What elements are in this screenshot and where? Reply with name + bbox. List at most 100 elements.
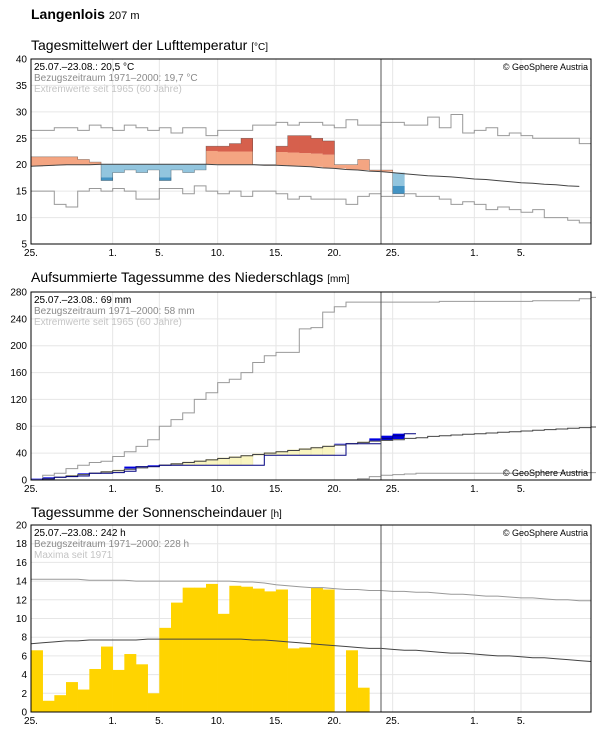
- precipitation-anomaly-wet-bar: [369, 438, 382, 441]
- sunshine-copyright: © GeoSphere Austria: [503, 528, 588, 538]
- precipitation-x-tick-label: 25.: [386, 484, 400, 495]
- sunshine-y-tick-label: 8: [21, 633, 27, 644]
- temperature-info-period: 25.07.–23.08.: 20,5 °C: [34, 62, 134, 73]
- sunshine-y-tick-label: 12: [16, 595, 28, 606]
- sunshine-x-tick-label: 1.: [108, 716, 116, 727]
- temperature-unit: [°C]: [251, 42, 268, 53]
- temperature-anomaly-hot-bar: [206, 146, 218, 151]
- precipitation-title: Aufsummierte Tagessumme des Niederschlag…: [31, 269, 349, 285]
- temperature-anomaly-hot-bar: [229, 143, 242, 152]
- sunshine-daily-bar: [101, 646, 113, 712]
- sunshine-info-extremes: Maxima seit 1971: [34, 550, 113, 561]
- temperature-anomaly-hot-bar: [287, 135, 300, 153]
- temperature-x-tick-label: 10.: [211, 248, 225, 259]
- temperature-anomaly-cool-bar: [171, 164, 183, 170]
- sunshine-daily-bar: [311, 587, 323, 712]
- temperature-y-tick-label: 5: [21, 240, 27, 251]
- temperature-x-tick-label: 1.: [108, 248, 116, 259]
- temperature-anomaly-cool-bar: [101, 164, 113, 178]
- sunshine-daily-bar: [299, 647, 312, 712]
- sunshine-daily-bar: [171, 602, 183, 712]
- sunshine-y-tick-label: 20: [16, 521, 28, 532]
- sunshine-daily-bar: [252, 588, 265, 712]
- temperature-anomaly-cool-bar: [147, 164, 160, 170]
- temperature-anomaly-warm-bar: [89, 162, 102, 165]
- precipitation-y-tick-label: 80: [16, 422, 28, 433]
- temperature-anomaly-warm-bar: [369, 170, 382, 172]
- precipitation-x-tick-label: 1.: [108, 484, 116, 495]
- precipitation-title-text: Aufsummierte Tagessumme des Niederschlag…: [31, 269, 324, 285]
- sunshine-plot-frame: [30, 524, 592, 713]
- temperature-anomaly-warm-bar: [322, 154, 335, 168]
- temperature-info-extremes: Extremwerte seit 1965 (60 Jahre): [34, 84, 182, 95]
- precipitation-copyright: © GeoSphere Austria: [503, 468, 588, 478]
- temperature-plot-frame: [30, 58, 592, 245]
- temperature-anomaly-warm-bar: [31, 156, 43, 167]
- temperature-anomaly-cold-bar: [392, 185, 405, 194]
- sunshine-daily-bar: [54, 695, 67, 712]
- sunshine-daily-bar: [264, 591, 277, 712]
- sunshine-y-tick-label: 10: [16, 614, 28, 625]
- sunshine-daily-bar: [322, 589, 335, 712]
- sunshine-daily-bar: [147, 693, 160, 712]
- sunshine-x-tick-label: 20.: [327, 716, 341, 727]
- temperature-y-tick-label: 35: [16, 81, 28, 92]
- sunshine-daily-bar: [42, 700, 55, 712]
- temperature-anomaly-hot-bar: [311, 138, 323, 154]
- precipitation-anomaly-dry-bar: [229, 456, 242, 466]
- temperature-anomaly-cold-bar: [159, 177, 172, 181]
- precipitation-plot-frame: [30, 291, 592, 481]
- sunshine-daily-bar: [206, 583, 218, 712]
- temperature-anomaly-warm-bar: [357, 159, 370, 170]
- temperature-anomaly-warm-bar: [311, 153, 323, 167]
- temperature-y-tick-label: 30: [16, 107, 28, 118]
- temperature-y-tick-label: 25: [16, 134, 28, 145]
- sunshine-unit: [h]: [270, 509, 282, 520]
- precipitation-x-tick-label: 25.: [24, 484, 38, 495]
- precipitation-x-tick-label: 10.: [211, 484, 225, 495]
- precipitation-anomaly-wet-bar: [381, 435, 393, 441]
- sunshine-info-period: 25.07.–23.08.: 242 h: [34, 528, 126, 539]
- temperature-x-tick-label: 1.: [470, 248, 478, 259]
- sunshine-daily-bar: [194, 587, 207, 712]
- sunshine-daily-bar: [346, 650, 358, 712]
- precipitation-info-extremes: Extremwerte seit 1965 (60 Jahre): [34, 317, 182, 328]
- temperature-copyright: © GeoSphere Austria: [503, 62, 588, 72]
- temperature-anomaly-cool-bar: [159, 164, 172, 178]
- precipitation-observed-line: [31, 433, 416, 481]
- sunshine-daily-bar: [31, 650, 43, 712]
- temperature-anomaly-warm-bar: [381, 170, 393, 172]
- temperature-x-tick-label: 25.: [24, 248, 38, 259]
- temperature-x-tick-label: 5.: [155, 248, 163, 259]
- temperature-anomaly-warm-bar: [241, 151, 253, 165]
- precipitation-y-tick-label: 240: [10, 314, 27, 325]
- temperature-anomaly-warm-bar: [229, 151, 242, 165]
- precipitation-x-tick-label: 20.: [327, 484, 341, 495]
- precipitation-x-tick-label: 5.: [155, 484, 163, 495]
- temperature-anomaly-warm-bar: [66, 156, 78, 165]
- temperature-anomaly-cool-bar: [112, 164, 125, 173]
- precipitation-anomaly-dry-bar: [310, 446, 324, 456]
- sunshine-daily-bar: [112, 669, 125, 712]
- station-header: Langenlois 207 m: [31, 6, 139, 24]
- precipitation-y-tick-label: 160: [10, 368, 27, 379]
- sunshine-x-tick-label: 5.: [155, 716, 163, 727]
- temperature-anomaly-warm-bar: [287, 152, 300, 166]
- precipitation-anomaly-wet-bar: [42, 477, 55, 478]
- precipitation-normal-line: [31, 426, 596, 481]
- precipitation-anomaly-wet-bar: [147, 465, 160, 466]
- temperature-normal-line: [30, 163, 580, 187]
- sunshine-y-tick-label: 16: [16, 558, 28, 569]
- temperature-chart: 5 10 15 20 25 30 35 40 25. 1. 5. 10. 15. 20. 25. 1. 5. 25…: [16, 55, 592, 259]
- sunshine-daily-bar: [241, 586, 253, 712]
- sunshine-daily-bar: [229, 585, 242, 712]
- sunshine-x-tick-label: 15.: [269, 716, 283, 727]
- sunshine-chart: 0 2 4 6 8 10 12 14 16 18 20 25. 1. 5. 10. 15. 20. 25. 1. 5.…: [16, 521, 592, 727]
- sunshine-y-tick-label: 0: [21, 708, 27, 719]
- temperature-x-tick-label: 15.: [269, 248, 283, 259]
- temperature-anomaly-warm-bar: [346, 164, 358, 170]
- precipitation-chart: 0 40 80 120 160 200 240 280 25. 1. 5. 10. 15. 20. 25. 1…: [10, 288, 596, 495]
- sunshine-title: Tagessumme der Sonnenscheindauer [h]: [31, 504, 282, 520]
- temperature-anomaly-hot-bar: [217, 146, 230, 152]
- sunshine-x-tick-label: 25.: [24, 716, 38, 727]
